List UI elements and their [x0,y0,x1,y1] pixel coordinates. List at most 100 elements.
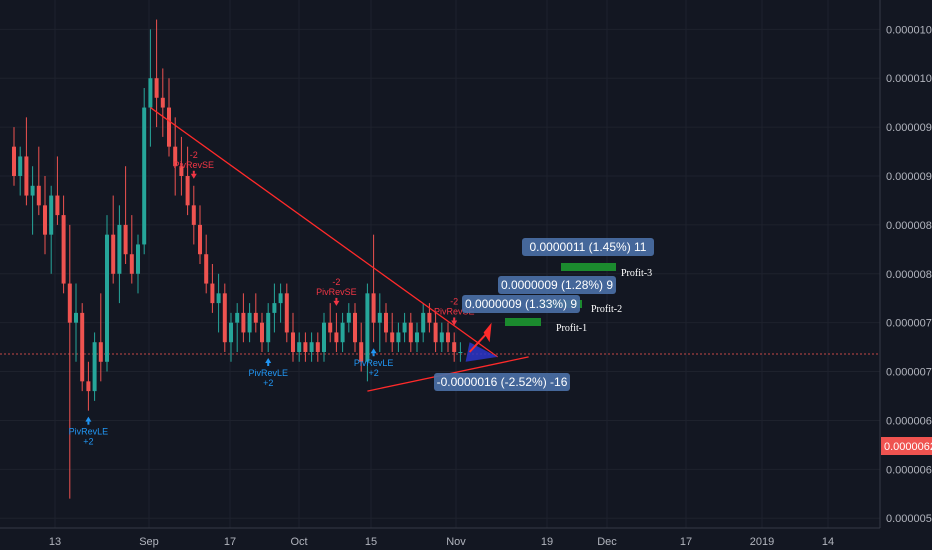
signal-arrow-stem [453,317,456,321]
candle-body [322,322,326,352]
signal-label: PivRevSE [316,287,357,297]
candle-body [427,312,432,323]
signal-label: PivRevLE [248,368,288,378]
candle-body [390,332,395,343]
candle-body [117,224,122,274]
candle-body [86,381,91,392]
measure-box [434,373,570,391]
candle-body [12,146,16,176]
y-tick-label: 0.0000085 [886,220,932,232]
candle-body [439,332,444,343]
candle-body [402,322,407,333]
candle-body [61,215,66,284]
y-tick-label: 0.0000075 [886,318,932,330]
candle-body [55,195,60,216]
candle-body [303,342,308,352]
candle-body [229,322,233,343]
candle-body [129,254,134,274]
x-tick-label: 15 [365,536,377,548]
signal-arrow-stem [267,363,270,366]
grid [0,0,880,528]
candle-body [297,342,302,352]
signal-label: PivRevLE [69,427,109,437]
x-tick-label: Dec [597,536,617,548]
y-tick-label: 0.0000065 [886,415,932,427]
measure-label: -0.0000016 (-2.52%) -16 [437,375,568,389]
candle-body [30,185,35,196]
candle-body [309,342,314,352]
candle-body [123,224,128,255]
y-tick-label: 0.0000095 [886,122,932,134]
candle-body [198,224,202,255]
signal-label: PivRevSE [174,160,215,170]
signal-arrow-stem [335,297,338,301]
candle-body [216,293,221,304]
candle-body [235,312,240,323]
signal-sub: -2 [332,277,340,287]
candle-body [384,312,388,333]
candle-body [185,176,190,206]
candle-body [154,78,159,98]
candle-body [241,312,246,333]
profit-label: Profit-1 [556,323,587,334]
candle-body [458,352,463,353]
candle-body [18,156,23,176]
candle-body [247,312,252,333]
candle-body [67,283,72,323]
signal-arrow-stem [87,421,90,425]
signal-arrow-up [370,348,377,354]
signal-label: PivRevSE [434,306,475,316]
x-tick-label: 19 [541,536,553,548]
signal-arrow-down [451,320,458,326]
candle-body [74,312,78,323]
breakout-arrow-line [468,331,489,353]
x-tick-label: 13 [49,536,61,548]
profit-bar [561,263,616,271]
signal-sub: +2 [368,368,378,378]
profit-bar [505,318,541,326]
measure-box [498,276,616,294]
candle-body [204,254,209,284]
candle-body [284,293,289,333]
measure-box [522,238,654,256]
candle-body [353,312,357,343]
candle-body [167,107,171,147]
candle-body [43,205,47,235]
candle-body [136,244,140,274]
candle-body [346,312,351,323]
profit-label: Profit-3 [621,268,652,279]
candle-body [105,234,109,362]
candle-body [266,312,271,343]
candle-body [415,332,419,343]
candle-body [446,332,450,343]
candle-body [278,293,283,304]
candle-body [408,322,413,343]
candle-body [291,332,295,352]
breakout-arrow-head [483,322,492,343]
candle-body [80,312,85,382]
candle-body [452,342,457,352]
candle-body [315,342,320,352]
time-axis[interactable]: 13 Sep 17 Oct 15 Nov 19 Dec 17 2019 14 [49,536,834,548]
candle-body [24,156,29,196]
candle-body [253,312,258,323]
measure-box [462,295,580,313]
signal-sub: +2 [263,378,273,388]
candle-body [365,293,370,362]
candles [12,19,463,499]
candle-body [359,342,364,362]
signal-arrow-up [85,416,92,422]
signal-arrow-down [333,300,340,306]
candle-body [210,283,215,304]
x-tick-label: 17 [224,536,236,548]
candle-body [222,293,227,343]
x-tick-label: Nov [446,536,466,548]
candle-body [148,78,153,108]
